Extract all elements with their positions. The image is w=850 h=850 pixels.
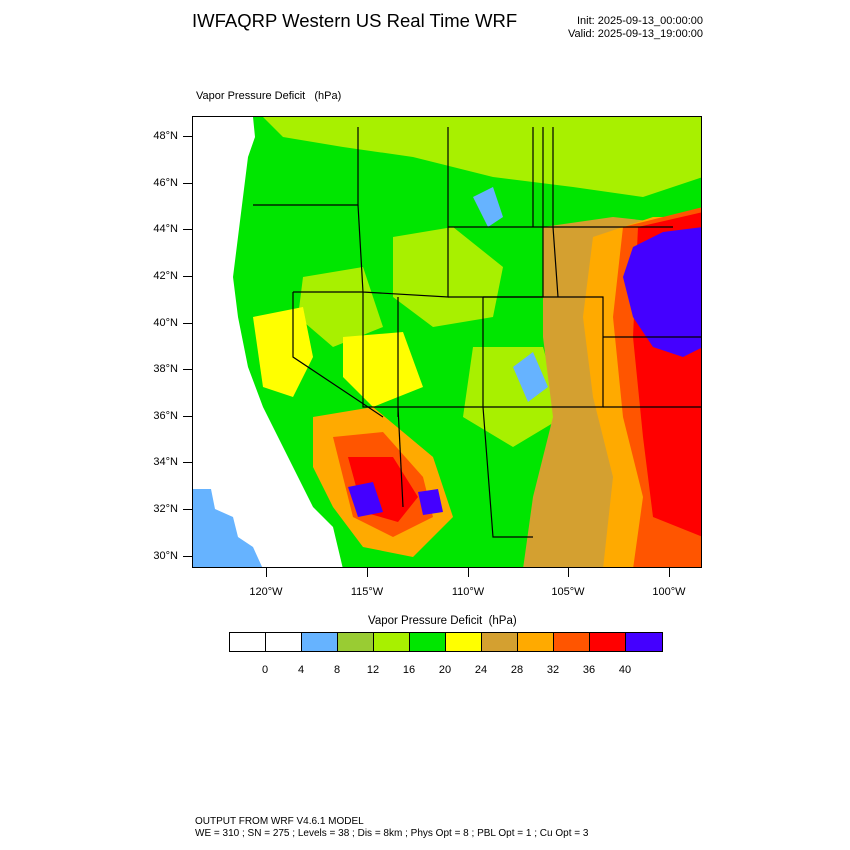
colorbar-box [410, 633, 446, 651]
lon-label-100: 100°W [652, 586, 686, 598]
lat-tick [183, 276, 192, 277]
colorbar-box [302, 633, 338, 651]
colorbar [229, 632, 663, 652]
lat-label-38: 38°N [153, 363, 178, 375]
lat-label-34: 34°N [153, 456, 178, 468]
lat-label-40: 40°N [153, 317, 178, 329]
colorbar-label: 4 [297, 664, 305, 676]
colorbar-label: 0 [261, 664, 269, 676]
colorbar-label: 24 [474, 664, 488, 676]
lat-label-36: 36°N [153, 410, 178, 422]
colorbar-box [446, 633, 482, 651]
lat-label-46: 46°N [153, 177, 178, 189]
lon-tick [266, 568, 267, 577]
colorbar-box [266, 633, 302, 651]
lon-tick [468, 568, 469, 577]
lon-label-120: 120°W [249, 586, 283, 598]
colorbar-box [554, 633, 590, 651]
plot-title: IWFAQRP Western US Real Time WRF [192, 10, 518, 31]
lat-tick [183, 323, 192, 324]
colorbar-label: 12 [366, 664, 380, 676]
valid-time: Valid: 2025-09-13_19:00:00 [568, 28, 703, 40]
lat-tick [183, 136, 192, 137]
lon-tick [367, 568, 368, 577]
lat-label-48: 48°N [153, 130, 178, 142]
lat-tick [183, 509, 192, 510]
colorbar-label: 36 [582, 664, 596, 676]
lat-label-30: 30°N [153, 550, 178, 562]
lat-tick [183, 369, 192, 370]
colorbar-box [482, 633, 518, 651]
lon-label-110: 110°W [451, 586, 485, 598]
lat-tick [183, 229, 192, 230]
field-label: Vapor Pressure Deficit (hPa) [196, 90, 342, 102]
lat-label-32: 32°N [153, 503, 178, 515]
init-time: Init: 2025-09-13_00:00:00 [577, 15, 703, 27]
colorbar-title: Vapor Pressure Deficit (hPa) [368, 615, 517, 627]
lon-tick [568, 568, 569, 577]
colorbar-box [230, 633, 266, 651]
colorbar-box [518, 633, 554, 651]
lat-tick [183, 462, 192, 463]
colorbar-label: 28 [510, 664, 524, 676]
vpd-map [192, 116, 702, 568]
lon-tick [669, 568, 670, 577]
lat-tick [183, 416, 192, 417]
lat-tick [183, 556, 192, 557]
colorbar-box [590, 633, 626, 651]
lat-tick [183, 183, 192, 184]
vpd-map-graphic [193, 117, 701, 567]
colorbar-label: 32 [546, 664, 560, 676]
colorbar-box [374, 633, 410, 651]
colorbar-box [338, 633, 374, 651]
lat-label-42: 42°N [153, 270, 178, 282]
lon-label-115: 115°W [350, 586, 384, 598]
footer-model: OUTPUT FROM WRF V4.6.1 MODEL [195, 816, 364, 827]
colorbar-label: 40 [618, 664, 632, 676]
colorbar-box [626, 633, 662, 651]
colorbar-label: 16 [402, 664, 416, 676]
lat-label-44: 44°N [153, 223, 178, 235]
colorbar-label: 20 [438, 664, 452, 676]
lon-label-105: 105°W [551, 586, 585, 598]
colorbar-label: 8 [333, 664, 341, 676]
footer-config: WE = 310 ; SN = 275 ; Levels = 38 ; Dis … [195, 828, 589, 839]
